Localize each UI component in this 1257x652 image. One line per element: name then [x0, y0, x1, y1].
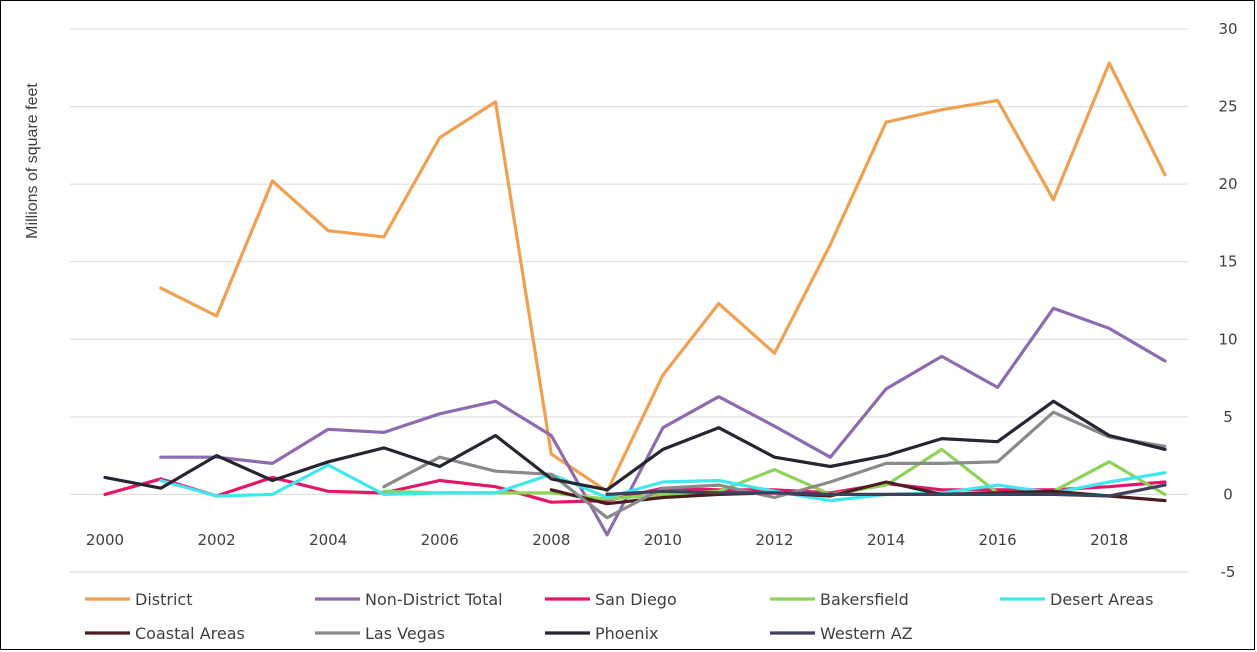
legend-label: Desert Areas: [1050, 590, 1153, 609]
x-tick-label: 2014: [867, 531, 905, 549]
legend-label: Western AZ: [820, 624, 913, 643]
x-tick-label: 2000: [86, 531, 124, 549]
legend-item-desert-areas: Desert Areas: [1000, 590, 1153, 609]
series-line-las-vegas: [382, 410, 1167, 520]
y-tick-label: 10: [1218, 330, 1237, 348]
legend-item-coastal-areas: Coastal Areas: [85, 624, 245, 643]
legend-label: Las Vegas: [365, 624, 445, 643]
y-tick-label: 25: [1218, 98, 1237, 116]
x-tick-label: 2004: [309, 531, 347, 549]
legend-item-non-district-total: Non-District Total: [315, 590, 503, 609]
y-tick-label: 15: [1218, 253, 1237, 271]
x-tick-label: 2012: [755, 531, 793, 549]
y-tick-label: -5: [1221, 563, 1236, 581]
x-tick-label: 2008: [532, 531, 570, 549]
legend-item-san-diego: San Diego: [545, 590, 677, 609]
series-line-coastal-areas: [549, 480, 1167, 506]
legend-label: Phoenix: [595, 624, 658, 643]
series-line-phoenix: [103, 399, 1167, 492]
x-tick-label: 2018: [1090, 531, 1128, 549]
legend-label: San Diego: [595, 590, 677, 609]
series-lines: [103, 61, 1167, 537]
x-tick-label: 2002: [197, 531, 235, 549]
legend-item-district: District: [85, 590, 192, 609]
y-axis-ticks: -5 0 5 10 15 20 25 30: [1218, 20, 1237, 581]
series-line-desert-areas: [159, 463, 1167, 503]
y-tick-label: 0: [1223, 485, 1233, 503]
legend-label: District: [135, 590, 192, 609]
y-tick-label: 20: [1218, 175, 1237, 193]
x-axis-ticks: 2000 2002 2004 2006 2008 2010 2012 2014 2016 2018: [86, 531, 1128, 549]
x-tick-label: 2010: [644, 531, 682, 549]
y-axis-label: Millions of square feet: [24, 83, 41, 239]
x-tick-label: 2016: [979, 531, 1017, 549]
legend: District Non-District Total San Diego Baker…: [85, 590, 1153, 643]
legend-item-phoenix: Phoenix: [545, 624, 658, 643]
legend-label: Non-District Total: [365, 590, 503, 609]
legend-item-bakersfield: Bakersfield: [770, 590, 909, 609]
legend-item-las-vegas: Las Vegas: [315, 624, 445, 643]
series-line-district: [159, 61, 1167, 493]
y-tick-label: 5: [1223, 408, 1233, 426]
legend-label: Coastal Areas: [135, 624, 245, 643]
y-tick-label: 30: [1218, 20, 1237, 38]
series-line-western-az: [605, 483, 1167, 498]
x-tick-label: 2006: [421, 531, 459, 549]
legend-label: Bakersfield: [820, 590, 909, 609]
series-line-non-district-total: [159, 306, 1167, 537]
legend-item-western-az: Western AZ: [770, 624, 913, 643]
